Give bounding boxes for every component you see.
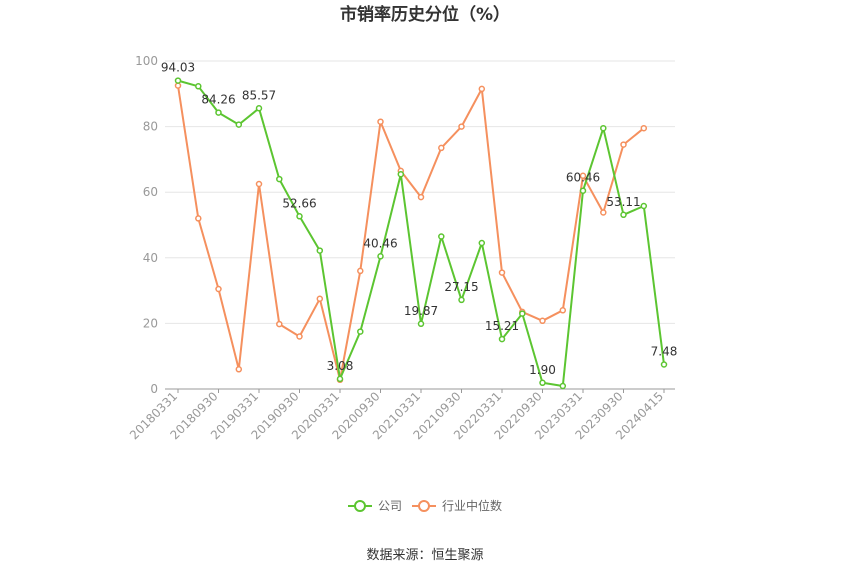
data-point[interactable] <box>640 202 648 210</box>
data-point[interactable] <box>438 144 445 152</box>
data-point[interactable] <box>357 328 364 335</box>
data-point[interactable] <box>620 211 627 219</box>
series-layer <box>174 77 668 390</box>
data-point[interactable] <box>498 269 506 276</box>
data-point[interactable] <box>255 105 263 112</box>
label-layer: 94.03 84.26 85.57 52.66 3.08 40.46 19.87 27.15 1… <box>161 61 678 377</box>
data-label: 3.08 <box>327 359 354 373</box>
legend: 公司 行业中位数 <box>348 498 502 513</box>
data-point[interactable] <box>235 121 243 128</box>
y-tick-label: 80 <box>143 120 158 134</box>
data-point[interactable] <box>539 379 546 387</box>
data-point[interactable] <box>579 187 587 194</box>
data-point[interactable] <box>559 307 567 314</box>
y-tick-label: 0 <box>150 382 158 396</box>
data-label: 1.90 <box>529 363 556 377</box>
legend-marker-industry-median <box>418 500 430 512</box>
legend-label-company: 公司 <box>378 499 402 513</box>
data-point[interactable] <box>519 310 526 317</box>
y-tick-label: 60 <box>143 185 158 199</box>
legend-marker-company <box>354 500 366 512</box>
data-point[interactable] <box>660 361 668 368</box>
data-point[interactable] <box>579 172 587 180</box>
data-point[interactable] <box>458 123 465 130</box>
data-point[interactable] <box>276 320 283 328</box>
data-label: 60.46 <box>566 171 600 185</box>
series-line-1 <box>177 85 645 381</box>
data-label: 27.15 <box>444 280 478 294</box>
axes: 0204060801002018033120180930201903312019… <box>127 54 675 442</box>
chart-title: 市销率历史分位（%） <box>340 4 510 25</box>
data-point[interactable] <box>478 85 486 93</box>
data-label: 19.87 <box>404 304 438 318</box>
y-tick-label: 20 <box>143 316 158 330</box>
data-point[interactable] <box>498 335 506 343</box>
data-point[interactable] <box>316 295 324 303</box>
data-label: 52.66 <box>282 196 316 210</box>
data-point[interactable] <box>174 77 182 84</box>
data-point[interactable] <box>478 239 486 247</box>
legend-item-company[interactable]: 公司 <box>348 499 402 513</box>
legend-label-industry-median: 行业中位数 <box>442 498 502 513</box>
data-point[interactable] <box>620 141 627 148</box>
data-point[interactable] <box>276 175 283 183</box>
data-point[interactable] <box>539 317 546 325</box>
data-point[interactable] <box>296 213 303 220</box>
data-point[interactable] <box>458 296 465 304</box>
data-source: 数据来源：恒生聚源 <box>366 548 483 563</box>
data-point[interactable] <box>417 320 425 328</box>
data-point[interactable] <box>559 382 567 390</box>
data-label: 94.03 <box>161 61 195 75</box>
data-point[interactable] <box>397 170 405 178</box>
data-point[interactable] <box>336 375 344 383</box>
data-point[interactable] <box>195 215 202 222</box>
data-point[interactable] <box>377 253 384 260</box>
data-point[interactable] <box>235 366 243 373</box>
data-point[interactable] <box>600 124 607 132</box>
data-point[interactable] <box>296 333 303 340</box>
data-point[interactable] <box>600 209 607 216</box>
data-label: 40.46 <box>363 236 397 250</box>
data-label: 85.57 <box>242 88 276 102</box>
data-label: 53.11 <box>606 195 640 209</box>
data-point[interactable] <box>316 247 324 254</box>
data-point[interactable] <box>377 118 384 125</box>
data-label: 15.21 <box>485 319 519 333</box>
data-point[interactable] <box>357 267 364 275</box>
data-label: 84.26 <box>201 93 235 107</box>
y-tick-label: 40 <box>143 251 158 265</box>
data-point[interactable] <box>215 285 222 293</box>
data-point[interactable] <box>195 83 202 90</box>
data-point[interactable] <box>417 193 425 201</box>
data-point[interactable] <box>438 233 445 240</box>
data-point[interactable] <box>640 124 648 132</box>
y-tick-label: 100 <box>135 54 158 68</box>
data-point[interactable] <box>255 180 263 188</box>
data-point[interactable] <box>215 109 222 116</box>
data-label: 7.48 <box>651 345 678 359</box>
legend-item-industry-median[interactable]: 行业中位数 <box>412 498 502 513</box>
